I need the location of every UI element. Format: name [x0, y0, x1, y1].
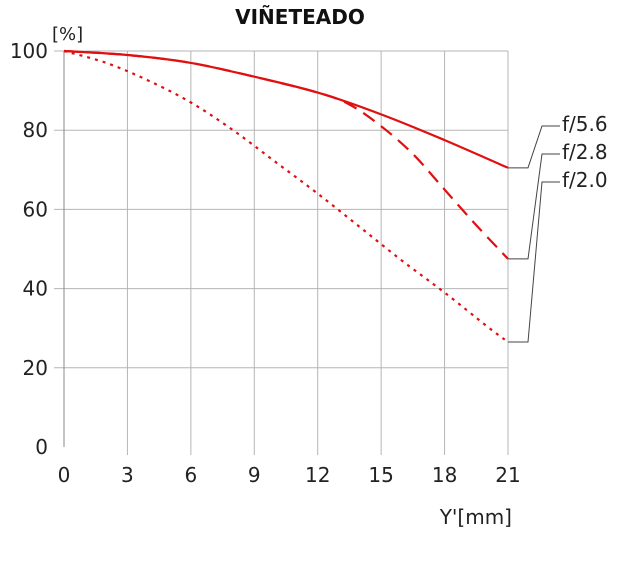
y-tick-label: 80: [23, 118, 48, 142]
series-line-f20: [63, 49, 509, 343]
legend: f/5.6 f/2.8 f/2.0: [508, 112, 608, 343]
y-tick-label: 40: [23, 277, 48, 301]
legend-leader-line: [508, 181, 560, 343]
legend-label: f/5.6: [562, 112, 608, 136]
legend-label: f/2.0: [562, 168, 608, 192]
x-tick-label: 3: [121, 463, 134, 487]
legend-leader-line: [508, 153, 560, 260]
x-tick-label: 12: [305, 463, 330, 487]
x-tick-label: 18: [432, 463, 457, 487]
y-tick-label: 0: [35, 435, 48, 459]
x-axis-label: Y'[mm]: [439, 505, 512, 529]
y-tick-label: 20: [23, 356, 48, 380]
x-tick-label: 15: [368, 463, 393, 487]
x-tick-label: 6: [184, 463, 197, 487]
legend-leader-line: [508, 125, 560, 169]
grid: [54, 50, 509, 455]
chart-title: VIÑETEADO: [235, 5, 365, 29]
y-tick-label: 100: [10, 39, 48, 63]
x-tick-label: 21: [495, 463, 520, 487]
x-tick-label: 9: [248, 463, 261, 487]
y-tick-labels: 0 20 40 60 80 100: [10, 39, 48, 459]
series-lines: [63, 49, 509, 343]
series-line-f28: [63, 49, 509, 260]
legend-label: f/2.8: [562, 140, 608, 164]
x-tick-labels: 0 3 6 9 12 15 18 21: [58, 463, 521, 487]
y-unit-label: [%]: [52, 24, 83, 45]
x-tick-label: 0: [58, 463, 71, 487]
series-line-f56: [63, 49, 509, 169]
y-tick-label: 60: [23, 197, 48, 221]
